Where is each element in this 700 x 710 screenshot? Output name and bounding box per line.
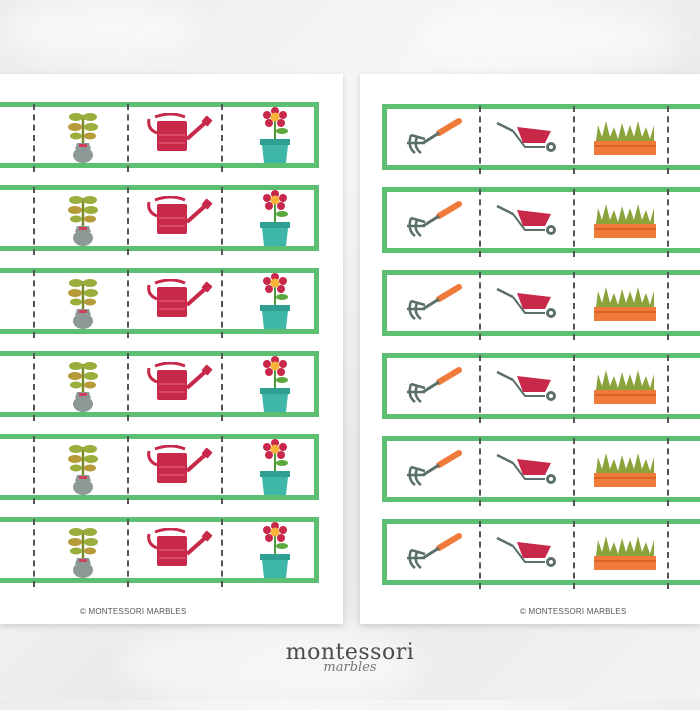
grass-planter-icon bbox=[577, 192, 672, 248]
matching-strip bbox=[382, 436, 700, 506]
watering-can-icon bbox=[131, 356, 227, 412]
cut-line bbox=[667, 521, 669, 589]
grass-planter-icon bbox=[577, 109, 672, 165]
cut-line bbox=[479, 272, 481, 340]
lawn-mower-icon bbox=[672, 358, 700, 414]
potted-sprout-icon bbox=[35, 356, 131, 412]
wheelbarrow-icon bbox=[482, 358, 577, 414]
potted-sprout-icon bbox=[35, 273, 131, 329]
cut-line bbox=[573, 106, 575, 174]
matching-strip bbox=[0, 268, 319, 338]
cut-line bbox=[33, 104, 35, 172]
lawn-mower-icon bbox=[672, 275, 700, 331]
matching-strip bbox=[382, 104, 700, 174]
flower-pot-icon bbox=[227, 107, 323, 163]
matching-strip bbox=[0, 517, 319, 587]
cut-line bbox=[127, 353, 129, 421]
flower-pot-icon bbox=[227, 273, 323, 329]
cut-line bbox=[127, 270, 129, 338]
matching-strip bbox=[0, 102, 319, 172]
lawn-mower-icon bbox=[672, 441, 700, 497]
cut-line bbox=[221, 353, 223, 421]
matching-strip bbox=[382, 270, 700, 340]
cut-line bbox=[33, 353, 35, 421]
garden-fork-icon bbox=[387, 441, 482, 497]
lawn-mower-icon bbox=[672, 192, 700, 248]
matching-strip bbox=[382, 519, 700, 589]
worksheet-right: © MONTESSORI MARBLES bbox=[360, 74, 700, 624]
watering-can-icon bbox=[131, 190, 227, 246]
cut-line bbox=[221, 187, 223, 255]
cut-line bbox=[479, 355, 481, 423]
matching-strip bbox=[0, 434, 319, 504]
cut-line bbox=[573, 355, 575, 423]
garden-fork-icon bbox=[387, 192, 482, 248]
cut-line bbox=[479, 521, 481, 589]
cut-line bbox=[479, 106, 481, 174]
cut-line bbox=[221, 270, 223, 338]
garden-fork-icon bbox=[387, 109, 482, 165]
logo-script-text: marbles bbox=[323, 660, 377, 675]
cut-line bbox=[667, 189, 669, 257]
flower-pot-icon bbox=[227, 522, 323, 578]
potted-sprout-icon bbox=[35, 190, 131, 246]
grass-planter-icon bbox=[577, 275, 672, 331]
wheelbarrow-icon bbox=[482, 275, 577, 331]
garden-fork-icon bbox=[387, 524, 482, 580]
cut-line bbox=[479, 438, 481, 506]
grass-planter-icon bbox=[577, 358, 672, 414]
potted-sprout-icon bbox=[35, 107, 131, 163]
cut-line bbox=[127, 187, 129, 255]
cut-line bbox=[573, 438, 575, 506]
wheelbarrow-icon bbox=[482, 109, 577, 165]
cut-line bbox=[221, 436, 223, 504]
flower-pot-icon bbox=[227, 439, 323, 495]
cut-line bbox=[33, 187, 35, 255]
garden-fork-icon bbox=[387, 358, 482, 414]
matching-strip bbox=[0, 351, 319, 421]
flower-pot-icon bbox=[227, 190, 323, 246]
matching-strip bbox=[382, 187, 700, 257]
brand-logo: montessori marbles bbox=[0, 640, 700, 676]
watering-can-icon bbox=[131, 439, 227, 495]
matching-strip bbox=[382, 353, 700, 423]
grass-planter-icon bbox=[577, 441, 672, 497]
cut-line bbox=[573, 189, 575, 257]
wheelbarrow-icon bbox=[482, 441, 577, 497]
wheelbarrow-icon bbox=[482, 192, 577, 248]
cut-line bbox=[127, 436, 129, 504]
cut-line bbox=[221, 519, 223, 587]
cut-line bbox=[33, 436, 35, 504]
cut-line bbox=[667, 272, 669, 340]
flower-pot-icon bbox=[227, 356, 323, 412]
logo-main-text: montessori bbox=[285, 640, 415, 665]
copyright-credit: © MONTESSORI MARBLES bbox=[80, 607, 187, 616]
lawn-mower-icon bbox=[672, 524, 700, 580]
cut-line bbox=[221, 104, 223, 172]
watering-can-icon bbox=[131, 107, 227, 163]
garden-fork-icon bbox=[387, 275, 482, 331]
cut-line bbox=[667, 438, 669, 506]
worksheet-left: © MONTESSORI MARBLES bbox=[0, 74, 343, 624]
watering-can-icon bbox=[131, 522, 227, 578]
matching-strip bbox=[0, 185, 319, 255]
cut-line bbox=[127, 104, 129, 172]
cut-line bbox=[33, 519, 35, 587]
lawn-mower-icon bbox=[672, 109, 700, 165]
grass-planter-icon bbox=[577, 524, 672, 580]
cut-line bbox=[33, 270, 35, 338]
cut-line bbox=[667, 106, 669, 174]
cut-line bbox=[479, 189, 481, 257]
copyright-credit: © MONTESSORI MARBLES bbox=[520, 607, 627, 616]
cut-line bbox=[573, 272, 575, 340]
cut-line bbox=[573, 521, 575, 589]
cut-line bbox=[667, 355, 669, 423]
cut-line bbox=[127, 519, 129, 587]
potted-sprout-icon bbox=[35, 522, 131, 578]
potted-sprout-icon bbox=[35, 439, 131, 495]
wheelbarrow-icon bbox=[482, 524, 577, 580]
watering-can-icon bbox=[131, 273, 227, 329]
